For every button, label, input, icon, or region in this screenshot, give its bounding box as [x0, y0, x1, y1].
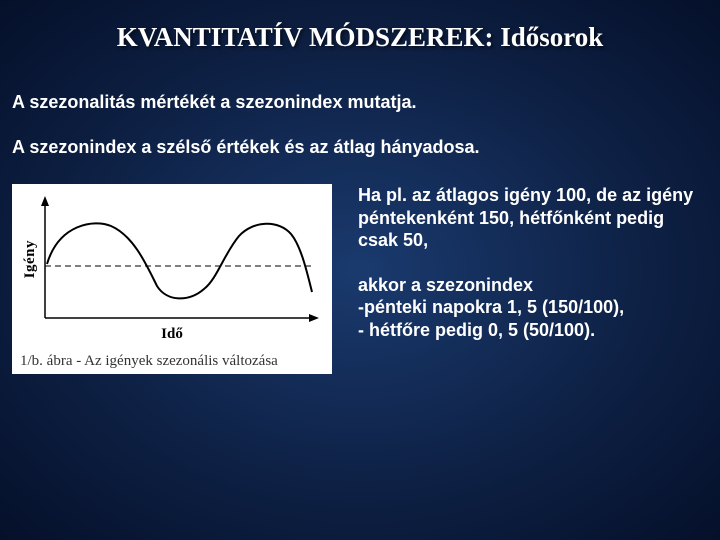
y-axis-label: Igény	[18, 240, 39, 278]
paragraph-1: A szezonalitás mértékét a szezonindex mu…	[0, 91, 720, 114]
figure-panel: Igény Idő 1/b. ábra - Az igények szezoná…	[12, 184, 332, 374]
y-axis-arrow	[41, 196, 49, 206]
example-block-1: Ha pl. az átlagos igény 100, de az igény…	[358, 184, 702, 252]
example-text: Ha pl. az átlagos igény 100, de az igény…	[332, 184, 720, 374]
plot-wrap: Igény	[18, 194, 326, 324]
example-block-2: akkor a szezonindex -pénteki napokra 1, …	[358, 274, 702, 342]
figure-caption: 1/b. ábra - Az igények szezonális változ…	[18, 353, 326, 370]
x-axis-arrow	[309, 314, 319, 322]
example-line-2c: - hétfőre pedig 0, 5 (50/100).	[358, 319, 702, 342]
seasonal-curve	[47, 223, 312, 298]
seasonal-plot	[39, 194, 319, 324]
example-line-2a: akkor a szezonindex	[358, 274, 702, 297]
paragraph-2: A szezonindex a szélső értékek és az átl…	[0, 136, 720, 159]
x-axis-label: Idő	[18, 326, 326, 343]
example-line-2b: -pénteki napokra 1, 5 (150/100),	[358, 296, 702, 319]
slide-title: KVANTITATÍV MÓDSZEREK: Idősorok	[0, 0, 720, 53]
content-row: Igény Idő 1/b. ábra - Az igények szezoná…	[0, 184, 720, 374]
